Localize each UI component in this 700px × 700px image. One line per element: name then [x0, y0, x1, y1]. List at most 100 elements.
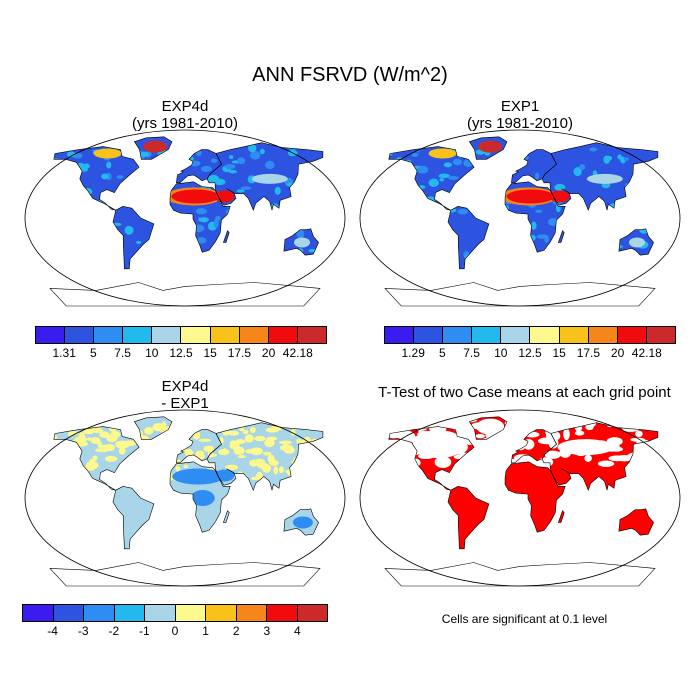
map-field-blob — [210, 158, 218, 163]
map-field-blob — [89, 467, 95, 471]
map-field-blob — [439, 177, 445, 182]
colorbar-diff-label: 1 — [202, 624, 209, 638]
colorbar-exp4d-swatch — [239, 327, 269, 343]
colorbar-exp1-swatch — [530, 327, 560, 343]
coastline-namerica — [53, 146, 140, 211]
colorbar-diff-swatch — [175, 605, 206, 621]
coastline-madagascar — [222, 230, 230, 243]
colorbar-diff-swatch — [236, 605, 267, 621]
colorbar-exp1-swatch — [472, 327, 502, 343]
colorbar-exp1-label: 5 — [439, 346, 446, 360]
colorbar-exp4d-labels: 1.31 5 7.5 10 12.5 15 17.5 20 42.18 — [35, 344, 327, 360]
map-field-blob — [250, 447, 263, 456]
map-field-blob — [97, 441, 103, 449]
map-field-blob — [548, 435, 558, 447]
map-field-blob — [90, 436, 101, 444]
colorbar-exp1-label: 20 — [610, 346, 625, 360]
colorbar-diff-swatch — [23, 605, 54, 621]
map-field-blob — [283, 446, 295, 454]
map-field-blob — [144, 426, 154, 435]
map-field-blob — [267, 454, 275, 464]
coastline-greenland — [133, 416, 173, 440]
map-field-blob — [203, 445, 215, 453]
map-field-blob — [597, 460, 615, 467]
colorbar-exp4d-label: 15 — [203, 346, 217, 360]
colorbar-exp1-label: 17.5 — [576, 346, 601, 360]
colorbar-exp1-label: 42.18 — [631, 346, 662, 360]
map-field-blob — [589, 147, 598, 152]
map-field-blob — [92, 455, 98, 461]
colorbar-exp4d-swatch — [181, 327, 211, 343]
map-field-blob — [550, 453, 559, 458]
colorbar-diff-label: -3 — [77, 624, 89, 638]
map-field-blob — [228, 169, 238, 174]
map-field-blob — [74, 424, 81, 429]
panel-title-exp1-line2: (yrs 1981-2010) — [467, 115, 573, 132]
map-field-blob — [256, 462, 268, 469]
map-field-blob — [265, 160, 275, 170]
coastline-europe — [176, 429, 222, 464]
map-field-blob — [478, 140, 503, 153]
colorbar-exp4d-swatch — [65, 327, 95, 343]
coastline-asia — [541, 422, 659, 492]
map-border — [24, 409, 346, 587]
colorbar-diff-swatch — [145, 605, 176, 621]
map-field-blob — [506, 189, 555, 204]
map-field-blob — [236, 189, 245, 193]
colorbar-diff-labels: -4 -3 -2 -1 0 1 2 3 4 — [22, 622, 328, 638]
map-field-blob — [104, 443, 115, 452]
map-field-blob — [85, 461, 99, 470]
colorbar-exp1-swatch — [385, 327, 415, 343]
coastline-samerica — [447, 205, 490, 270]
map-field-blob — [586, 173, 623, 184]
map-field-blob — [392, 423, 409, 432]
map-border — [24, 129, 346, 307]
map-field-blob — [434, 456, 452, 468]
map-field-blob — [190, 490, 215, 506]
coastline-africa — [169, 461, 231, 533]
coastline-antarctica — [384, 562, 656, 587]
colorbar-exp4d-label: 1.31 — [52, 346, 76, 360]
coastline-australia — [283, 508, 319, 536]
map-field-blob — [124, 225, 134, 235]
map-field-blob — [242, 429, 249, 435]
coastline-madagascar — [557, 230, 565, 243]
colorbar-exp4d-swatch — [152, 327, 182, 343]
map-field-blob — [549, 190, 570, 203]
map-field-blob — [274, 186, 281, 195]
panel-title-diff: EXP4d - EXP1 — [40, 378, 330, 412]
panel-title-diff-line1: EXP4d — [161, 378, 209, 395]
map-field-blob — [535, 172, 540, 180]
coastline-namerica — [388, 146, 475, 211]
map-field-blob — [199, 217, 209, 223]
map-field-blob — [240, 186, 252, 190]
map-field-blob — [99, 431, 110, 438]
map-field-blob — [250, 150, 261, 160]
map-field-blob — [171, 189, 220, 204]
map-field-blob — [248, 144, 257, 153]
colorbar-diff-swatch — [267, 605, 298, 621]
coastline-samerica — [112, 205, 155, 270]
map-field-blob — [196, 237, 207, 244]
colorbar-diff-label: 0 — [171, 624, 179, 638]
map-field-blob — [213, 218, 219, 228]
map-field-blob — [116, 175, 124, 179]
coastline-africa — [504, 181, 566, 253]
colorbar-exp1-swatch — [559, 327, 589, 343]
colorbar-exp4d-label: 17.5 — [227, 346, 252, 360]
map-field-blob — [408, 432, 416, 443]
colorbar-exp4d-swatch — [268, 327, 298, 343]
map-field-blob — [574, 430, 585, 436]
panel-title-exp4d-line2: (yrs 1981-2010) — [132, 115, 238, 132]
colorbar-exp4d-swatch — [297, 327, 326, 343]
colorbar-exp1-swatch — [646, 327, 675, 343]
map-field-blob — [219, 436, 224, 446]
coastline-samerica — [112, 485, 155, 550]
map-field-blob — [563, 428, 570, 441]
colorbar-exp1-swatch — [588, 327, 618, 343]
map-field-blob — [443, 162, 452, 168]
coastline-asia — [206, 142, 324, 212]
map-field-blob — [296, 229, 305, 239]
map-field-blob — [235, 439, 246, 444]
colorbar-diff-label: 2 — [232, 624, 240, 638]
